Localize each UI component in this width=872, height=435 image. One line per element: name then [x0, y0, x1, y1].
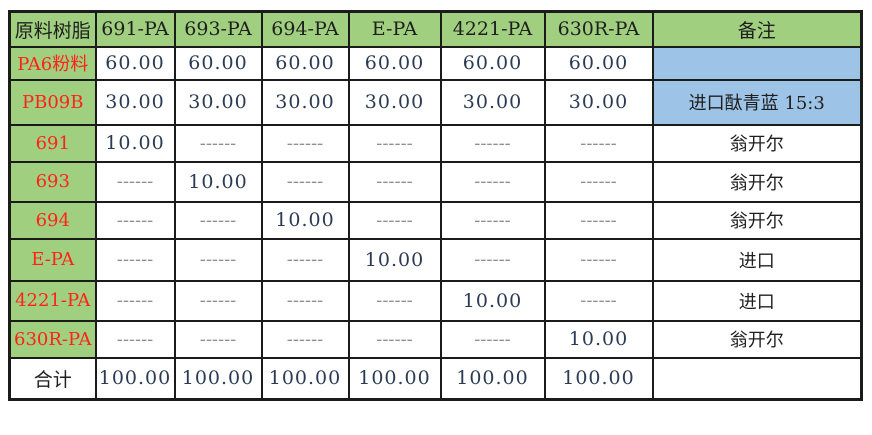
value-cell: 60.00	[439, 45, 546, 81]
value-cell: ------	[543, 123, 654, 163]
value-cell: ------	[94, 200, 176, 240]
value-cell: ------	[173, 279, 263, 322]
note-cell: 进口	[651, 237, 863, 282]
value-cell: ------	[260, 237, 350, 282]
value-cell: ------	[260, 279, 350, 322]
note-cell	[651, 45, 863, 81]
value-cell: 10.00	[543, 319, 654, 359]
value-cell: ------	[439, 319, 546, 359]
table-row-pb09b: PB09B 30.00 30.00 30.00 30.00 30.00 30.0…	[8, 78, 863, 126]
row-label-4221-pa: 4221-PA	[8, 279, 97, 322]
value-cell: ------	[260, 319, 350, 359]
value-cell: ------	[260, 123, 350, 163]
header-row: 原料树脂 691-PA 693-PA 694-PA E-PA 4221-PA 6…	[8, 10, 863, 48]
value-cell: 60.00	[543, 45, 654, 81]
row-label-693: 693	[8, 160, 97, 203]
col-header-raw-material-resin: 原料树脂	[8, 10, 97, 48]
value-cell: 100.00	[260, 356, 350, 401]
resin-formula-table: 原料树脂 691-PA 693-PA 694-PA E-PA 4221-PA 6…	[8, 10, 863, 401]
value-cell: ------	[173, 123, 263, 163]
value-cell: 10.00	[94, 123, 176, 163]
row-label-total: 合计	[8, 356, 97, 401]
table-row-total: 合计 100.00 100.00 100.00 100.00 100.00 10…	[8, 356, 863, 401]
formula-table-container: 原料树脂 691-PA 693-PA 694-PA E-PA 4221-PA 6…	[8, 10, 863, 401]
value-cell: 100.00	[94, 356, 176, 401]
value-cell: ------	[439, 160, 546, 203]
value-cell: 60.00	[260, 45, 350, 81]
value-cell: ------	[439, 237, 546, 282]
value-cell: ------	[94, 279, 176, 322]
table-row-694: 694 ------ ------ 10.00 ------ ------ --…	[8, 200, 863, 240]
value-cell: ------	[94, 237, 176, 282]
col-header-4221-pa: 4221-PA	[439, 10, 546, 48]
note-cell	[651, 356, 863, 401]
row-label-630r-pa: 630R-PA	[8, 319, 97, 359]
value-cell: 100.00	[347, 356, 442, 401]
row-label-pb09b: PB09B	[8, 78, 97, 126]
value-cell: ------	[173, 237, 263, 282]
value-cell: ------	[173, 319, 263, 359]
note-cell: 进口酞青蓝 15:3	[651, 78, 863, 126]
value-cell: 30.00	[543, 78, 654, 126]
value-cell: ------	[94, 160, 176, 203]
value-cell: ------	[543, 279, 654, 322]
value-cell: 30.00	[439, 78, 546, 126]
row-label-694: 694	[8, 200, 97, 240]
value-cell: ------	[347, 160, 442, 203]
col-header-e-pa: E-PA	[347, 10, 442, 48]
value-cell: ------	[347, 123, 442, 163]
row-label-pa6-powder: PA6粉料	[8, 45, 97, 81]
value-cell: ------	[347, 279, 442, 322]
value-cell: 60.00	[173, 45, 263, 81]
note-cell: 进口	[651, 279, 863, 322]
value-cell: ------	[347, 200, 442, 240]
table-row-630r-pa: 630R-PA ------ ------ ------ ------ ----…	[8, 319, 863, 359]
value-cell: ------	[347, 319, 442, 359]
value-cell: 30.00	[173, 78, 263, 126]
col-header-630r-pa: 630R-PA	[543, 10, 654, 48]
value-cell: 30.00	[347, 78, 442, 126]
value-cell: 10.00	[439, 279, 546, 322]
value-cell: 60.00	[347, 45, 442, 81]
table-row-691: 691 10.00 ------ ------ ------ ------ --…	[8, 123, 863, 163]
col-header-remarks: 备注	[651, 10, 863, 48]
value-cell: ------	[543, 200, 654, 240]
value-cell: ------	[439, 123, 546, 163]
row-label-691: 691	[8, 123, 97, 163]
value-cell: 100.00	[173, 356, 263, 401]
value-cell: 30.00	[94, 78, 176, 126]
value-cell: ------	[260, 160, 350, 203]
col-header-694-pa: 694-PA	[260, 10, 350, 48]
note-cell: 翁开尔	[651, 160, 863, 203]
value-cell: ------	[439, 200, 546, 240]
value-cell: 10.00	[260, 200, 350, 240]
note-cell: 翁开尔	[651, 200, 863, 240]
value-cell: 100.00	[439, 356, 546, 401]
value-cell: ------	[173, 200, 263, 240]
table-row-4221-pa: 4221-PA ------ ------ ------ ------ 10.0…	[8, 279, 863, 322]
table-row-e-pa: E-PA ------ ------ ------ 10.00 ------ -…	[8, 237, 863, 282]
table-row-pa6-powder: PA6粉料 60.00 60.00 60.00 60.00 60.00 60.0…	[8, 45, 863, 81]
value-cell: ------	[94, 319, 176, 359]
value-cell: 100.00	[543, 356, 654, 401]
value-cell: 30.00	[260, 78, 350, 126]
table-row-693: 693 ------ 10.00 ------ ------ ------ --…	[8, 160, 863, 203]
col-header-693-pa: 693-PA	[173, 10, 263, 48]
note-cell: 翁开尔	[651, 319, 863, 359]
value-cell: 10.00	[173, 160, 263, 203]
note-cell: 翁开尔	[651, 123, 863, 163]
row-label-e-pa: E-PA	[8, 237, 97, 282]
value-cell: ------	[543, 237, 654, 282]
value-cell: 10.00	[347, 237, 442, 282]
value-cell: ------	[543, 160, 654, 203]
col-header-691-pa: 691-PA	[94, 10, 176, 48]
value-cell: 60.00	[94, 45, 176, 81]
